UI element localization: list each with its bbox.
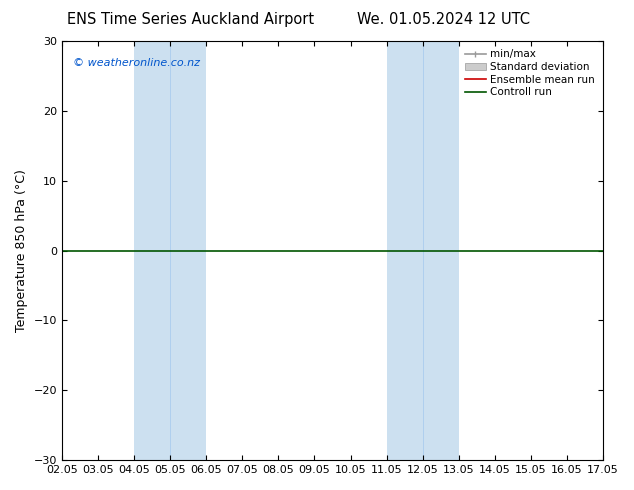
Text: ENS Time Series Auckland Airport: ENS Time Series Auckland Airport: [67, 12, 314, 27]
Text: We. 01.05.2024 12 UTC: We. 01.05.2024 12 UTC: [358, 12, 530, 27]
Bar: [387, 41, 459, 460]
Text: © weatheronline.co.nz: © weatheronline.co.nz: [73, 58, 200, 68]
Legend: min/max, Standard deviation, Ensemble mean run, Controll run: min/max, Standard deviation, Ensemble me…: [462, 46, 598, 100]
Y-axis label: Temperature 850 hPa (°C): Temperature 850 hPa (°C): [15, 169, 28, 332]
Bar: [134, 41, 206, 460]
